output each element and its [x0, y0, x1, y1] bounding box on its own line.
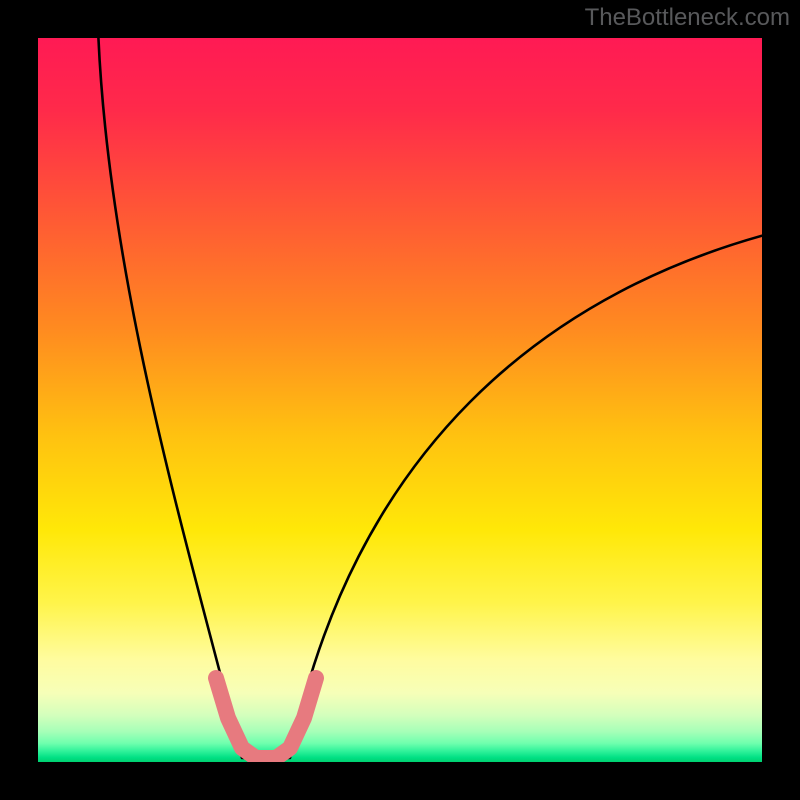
bottleneck-curve	[98, 38, 762, 758]
chart-frame: TheBottleneck.com	[0, 0, 800, 800]
watermark-text: TheBottleneck.com	[585, 4, 790, 32]
plot-area	[38, 38, 762, 762]
curve-overlay	[38, 38, 762, 762]
valley-highlight	[216, 678, 316, 758]
